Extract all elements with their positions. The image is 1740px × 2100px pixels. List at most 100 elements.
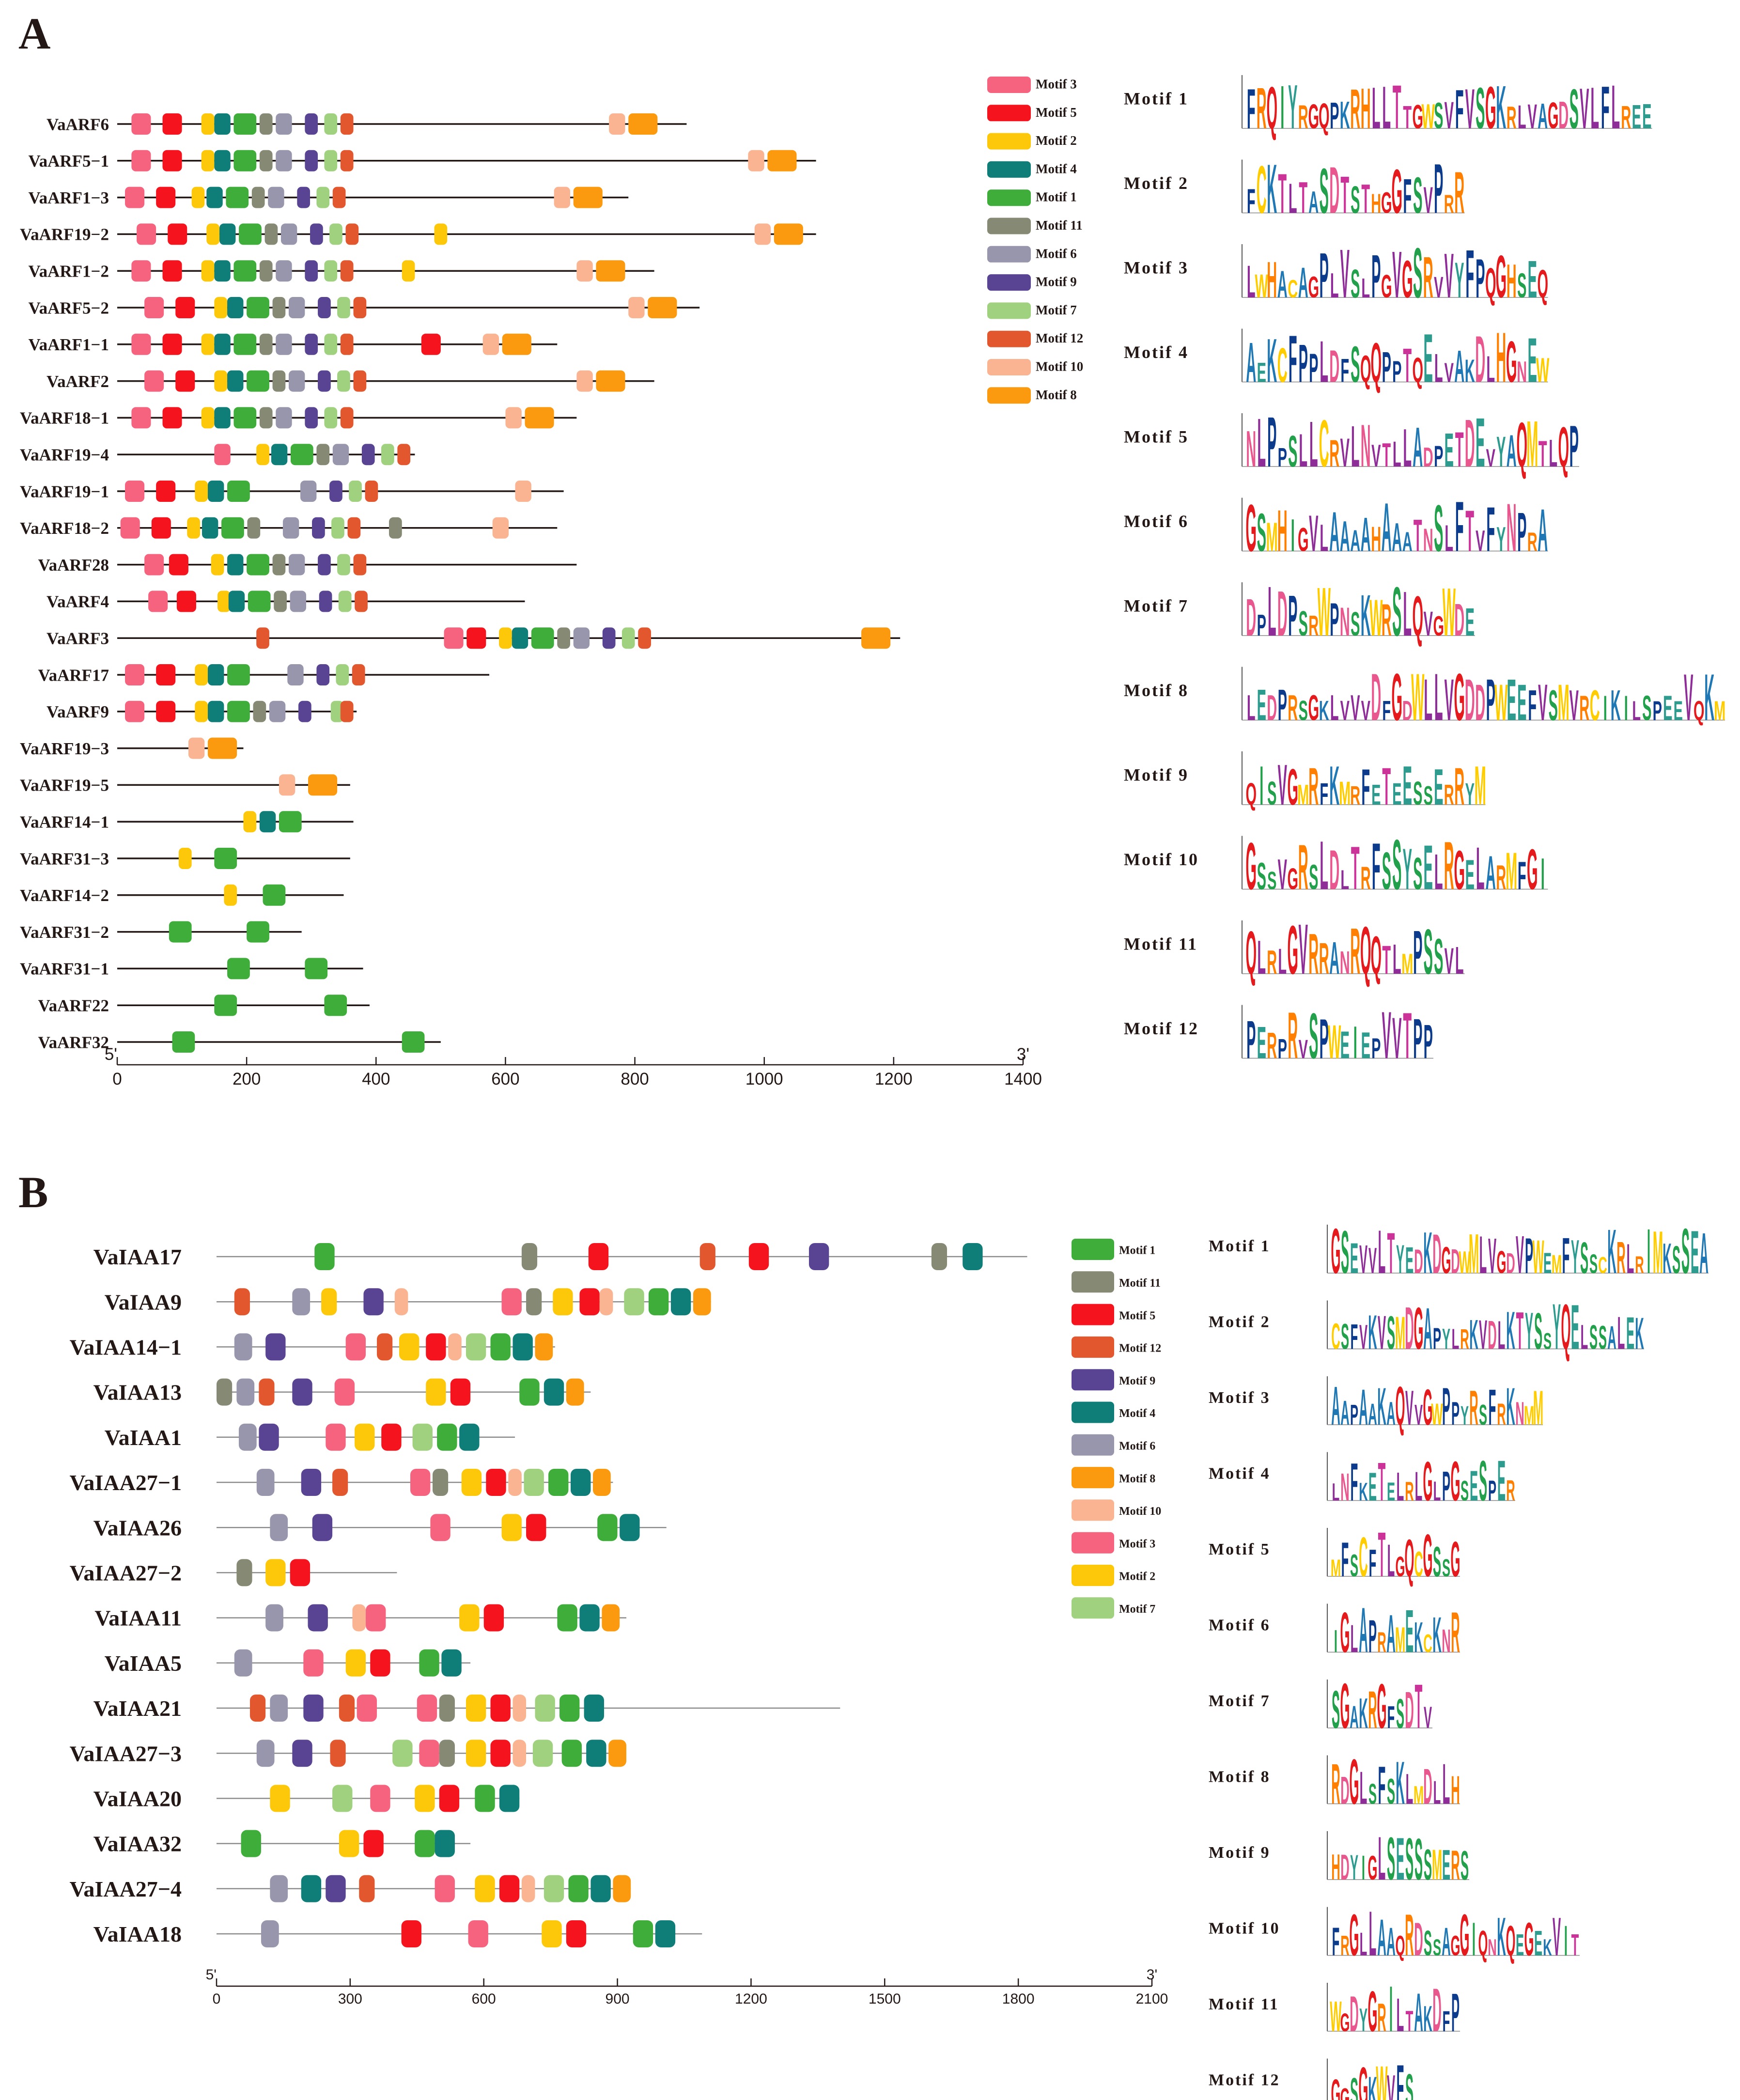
logo-letter: S [1434, 491, 1443, 565]
logo-letter: D [1475, 674, 1485, 731]
logo-letter: E [1571, 1292, 1579, 1363]
logo-letter: Q [1537, 262, 1548, 306]
logo-letter: S [1413, 167, 1422, 224]
logo-letter: V [1553, 1907, 1561, 1967]
axis-tick-label: 1500 [869, 1991, 901, 2007]
logo-letter: K [1359, 1689, 1368, 1737]
motif-box-8 [693, 1288, 711, 1316]
logo-letter: F [1320, 777, 1328, 811]
logo-letter: L [1257, 932, 1266, 984]
logo-letter: Y [1460, 1401, 1469, 1431]
motif-box-6 [276, 113, 292, 135]
logo-letter: I [1647, 1216, 1650, 1287]
logo-letter: W [1443, 574, 1456, 651]
logo-letter: S [1476, 76, 1485, 141]
motif-box-5 [168, 223, 187, 245]
motif-box-2 [270, 1785, 290, 1812]
logo-letter: F [1455, 78, 1464, 140]
motif-box-6 [288, 554, 305, 576]
logo-letter: S [1332, 1680, 1340, 1740]
motif-box-11 [557, 627, 570, 649]
logo-letter: H [1371, 188, 1381, 219]
logo-letter: K [1496, 74, 1506, 142]
logo-letter: L [1434, 660, 1443, 735]
legend-label: Motif 8 [1036, 388, 1077, 402]
logo-letter: R [1621, 99, 1631, 135]
motif-box-2 [355, 1423, 375, 1451]
logo-letter: K [1329, 754, 1339, 817]
logo-letter: F [1382, 695, 1391, 726]
logo-letter: Q [1396, 1376, 1405, 1437]
logo-letter: M [1475, 754, 1486, 817]
motif-box-10 [554, 187, 570, 208]
motif-box-12 [339, 1695, 355, 1722]
logo-letter: K [1607, 1216, 1616, 1287]
gene-name: VaARF1−2 [29, 262, 109, 280]
logo-letter: Y [1288, 72, 1297, 142]
logo-letter: L [1452, 1323, 1460, 1355]
motif-logo: Motif 7 D P L D P S RWP N S KWR S L Q V GWD E [1124, 573, 1475, 651]
logo-letter: T [1278, 162, 1287, 225]
panel-a-axis: 0 200 400 600 800 1000 1200 1400 5' 3' [105, 1045, 1042, 1089]
logo-letter: R [1527, 528, 1538, 557]
logo-letter: M [1469, 1222, 1479, 1285]
logo-letter: V [1445, 241, 1454, 311]
logo-letter: S [1341, 1219, 1349, 1287]
logo-letter: K [1465, 353, 1475, 389]
motif-box-6 [300, 481, 317, 502]
logo-letter: Q [1245, 919, 1257, 987]
logo-letter: Q [1319, 96, 1330, 136]
logo-letter: D [1371, 660, 1381, 735]
logo-letter: V [1424, 180, 1433, 221]
motif-box-2 [178, 848, 192, 869]
motif-box-1 [233, 333, 257, 355]
gene-name: VaARF17 [38, 666, 109, 684]
logo-letter: T [1516, 1301, 1524, 1360]
motif-box-11 [432, 1469, 449, 1496]
motif-box-11 [439, 1740, 455, 1767]
logo-letter: P [1330, 95, 1339, 137]
motif-box-12 [340, 150, 354, 171]
motif-logo: Motif 4L N F K E T E L R L G L P G S E S P E R [1209, 1449, 1515, 1513]
legend-item: Motif 9 [1072, 1369, 1155, 1391]
logo-letter: S [1424, 1924, 1432, 1963]
motif-box-11 [264, 223, 278, 245]
motif-box-8 [774, 223, 803, 245]
gene-name: VaARF22 [38, 996, 109, 1015]
logo-letter: V [1359, 1318, 1367, 1357]
logo-letter: V [1309, 505, 1319, 562]
motif-box-2 [339, 1830, 359, 1857]
motif-box-12 [699, 1243, 715, 1270]
logo-letter: L [1617, 1307, 1625, 1359]
motif-box-12 [249, 1695, 266, 1722]
logo-letter: Y [1359, 2002, 1367, 2038]
motif-box-6 [234, 1649, 252, 1677]
motif-box-12 [347, 517, 361, 539]
motif-box-3 [144, 297, 164, 318]
motif-box-8 [502, 333, 531, 355]
gene-name: VaARF31−1 [20, 960, 109, 979]
logo-letter: G [1497, 1244, 1507, 1280]
logo-letter: L [1397, 1990, 1404, 2042]
motif-box-1 [239, 223, 262, 245]
motif-box-4 [206, 187, 223, 208]
logo-letter: E [1674, 695, 1683, 726]
motif-box-1 [402, 1031, 425, 1053]
motif-box-9 [303, 1695, 324, 1722]
logo-letter: K [1368, 1306, 1377, 1359]
logo-letter: R [1451, 1601, 1460, 1665]
gene-name: VaIAA32 [93, 1832, 182, 1856]
logo-letter: P [1525, 1228, 1533, 1285]
motif-box-12 [340, 700, 354, 722]
motif-box-8 [525, 407, 554, 429]
logo-letter: R [1377, 1626, 1386, 1658]
logo-letter: T [1378, 1452, 1386, 1512]
logo-letter: I [1353, 1016, 1357, 1068]
motif-box-4 [228, 591, 245, 612]
gene-name: VaARF6 [47, 115, 109, 134]
motif-box-12 [638, 627, 651, 649]
gene-name: VaIAA14−1 [69, 1335, 182, 1360]
logo-letter: E [1442, 1841, 1450, 1889]
logo-letter: D [1329, 839, 1339, 901]
logo-letter: P [1257, 609, 1266, 642]
